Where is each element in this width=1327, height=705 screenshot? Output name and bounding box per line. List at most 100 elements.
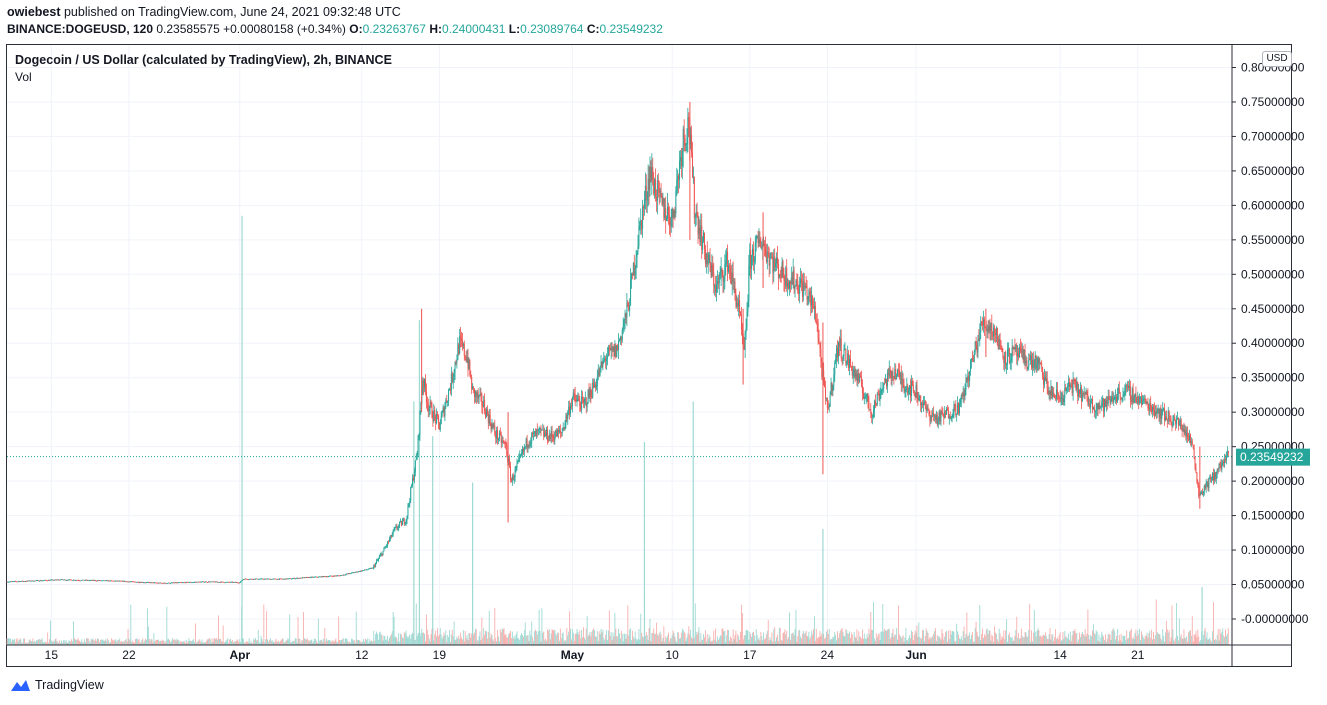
volume-bar	[389, 637, 390, 645]
volume-bar	[764, 639, 765, 645]
volume-bar	[13, 640, 14, 645]
candle-body	[275, 578, 277, 580]
volume-bar	[650, 641, 652, 645]
volume-bar	[666, 638, 668, 645]
volume-bar	[105, 638, 107, 645]
volume-bar	[971, 634, 972, 645]
candle-body	[975, 341, 977, 346]
candle-body	[1194, 457, 1196, 469]
candle-body	[326, 576, 328, 578]
volume-bar	[571, 628, 573, 645]
candle-body	[964, 389, 966, 397]
candle-body	[521, 454, 523, 455]
candle-body	[385, 546, 387, 548]
candle-body	[918, 397, 920, 401]
volume-bar	[330, 641, 332, 645]
candle-body	[137, 581, 139, 583]
candle-body	[400, 521, 402, 526]
candle-body	[775, 263, 777, 268]
volume-bar	[841, 628, 843, 645]
candle-body	[21, 580, 23, 582]
candle-body	[691, 152, 693, 178]
volume-bar	[254, 639, 256, 645]
volume-bar	[380, 634, 382, 645]
candle-body	[101, 580, 103, 582]
candle-body	[86, 580, 88, 581]
candle-body	[1163, 408, 1165, 410]
volume-bar	[603, 638, 605, 645]
tradingview-logo[interactable]: TradingView	[7, 678, 104, 692]
volume-bar	[919, 637, 921, 645]
candle-body	[132, 581, 134, 583]
candle-body	[1069, 384, 1071, 387]
author-name[interactable]: owiebest	[7, 5, 61, 19]
volume-bar	[231, 640, 233, 645]
volume-bar	[791, 632, 793, 645]
volume-bar	[1078, 639, 1080, 645]
candle-body	[847, 353, 849, 363]
candle-body	[747, 300, 749, 312]
volume-bar	[255, 638, 256, 645]
volume-bar	[421, 628, 423, 645]
candle-body	[273, 578, 275, 580]
volume-bar	[37, 639, 39, 645]
currency-badge[interactable]: USD	[1262, 51, 1292, 67]
candle-body	[898, 370, 900, 377]
volume-bar	[322, 642, 324, 645]
candle-body	[811, 295, 813, 306]
volume-bar	[827, 633, 829, 645]
candle-body	[462, 343, 464, 347]
candle-body	[1162, 409, 1164, 411]
volume-bar	[383, 635, 385, 645]
volume-bar	[301, 640, 303, 645]
volume-bar	[173, 638, 175, 645]
volume-bar	[498, 641, 500, 645]
volume-bar	[305, 639, 307, 645]
candle-body	[1126, 385, 1128, 387]
volume-bar	[534, 629, 536, 645]
candle-body	[629, 305, 631, 311]
candle-body	[144, 582, 146, 584]
volume-bar	[1113, 628, 1115, 645]
candle-body	[123, 581, 125, 582]
candle-body	[690, 134, 692, 145]
volume-bar	[1157, 633, 1159, 645]
candle-body	[336, 575, 338, 577]
volume-bar	[689, 634, 691, 645]
candle-body	[716, 281, 718, 285]
candle-body	[260, 578, 262, 580]
price-tick-label: 0.05000000	[1241, 578, 1305, 592]
candle-body	[725, 260, 727, 265]
volume-bar	[619, 633, 620, 645]
candle-body	[882, 387, 884, 390]
volume-bar	[427, 634, 429, 645]
volume-bar	[130, 604, 132, 645]
volume-bar	[327, 640, 329, 645]
volume-bar	[175, 640, 177, 645]
volume-bar	[684, 633, 686, 645]
volume-bar	[866, 633, 868, 645]
candle-body	[1052, 392, 1054, 398]
volume-bar	[1184, 637, 1186, 645]
volume-bar	[864, 638, 866, 645]
volume-bar	[658, 632, 660, 645]
candle-body	[1127, 385, 1129, 387]
volume-bar	[645, 632, 647, 645]
candle-body	[591, 396, 593, 398]
candle-body	[1201, 492, 1203, 495]
candle-body	[525, 438, 527, 447]
volume-bar	[196, 641, 198, 645]
candle-body	[96, 580, 98, 582]
candle-body	[704, 249, 706, 264]
candle-body	[1112, 396, 1114, 403]
candle-body	[665, 208, 667, 221]
candle-body	[1055, 389, 1057, 399]
candle-body	[805, 285, 807, 287]
candle-body	[454, 362, 456, 373]
candle-body	[488, 414, 490, 424]
candle-body	[1016, 345, 1018, 357]
volume-bar	[773, 629, 775, 645]
volume-bar	[1050, 639, 1052, 645]
volume-bar	[27, 642, 29, 645]
